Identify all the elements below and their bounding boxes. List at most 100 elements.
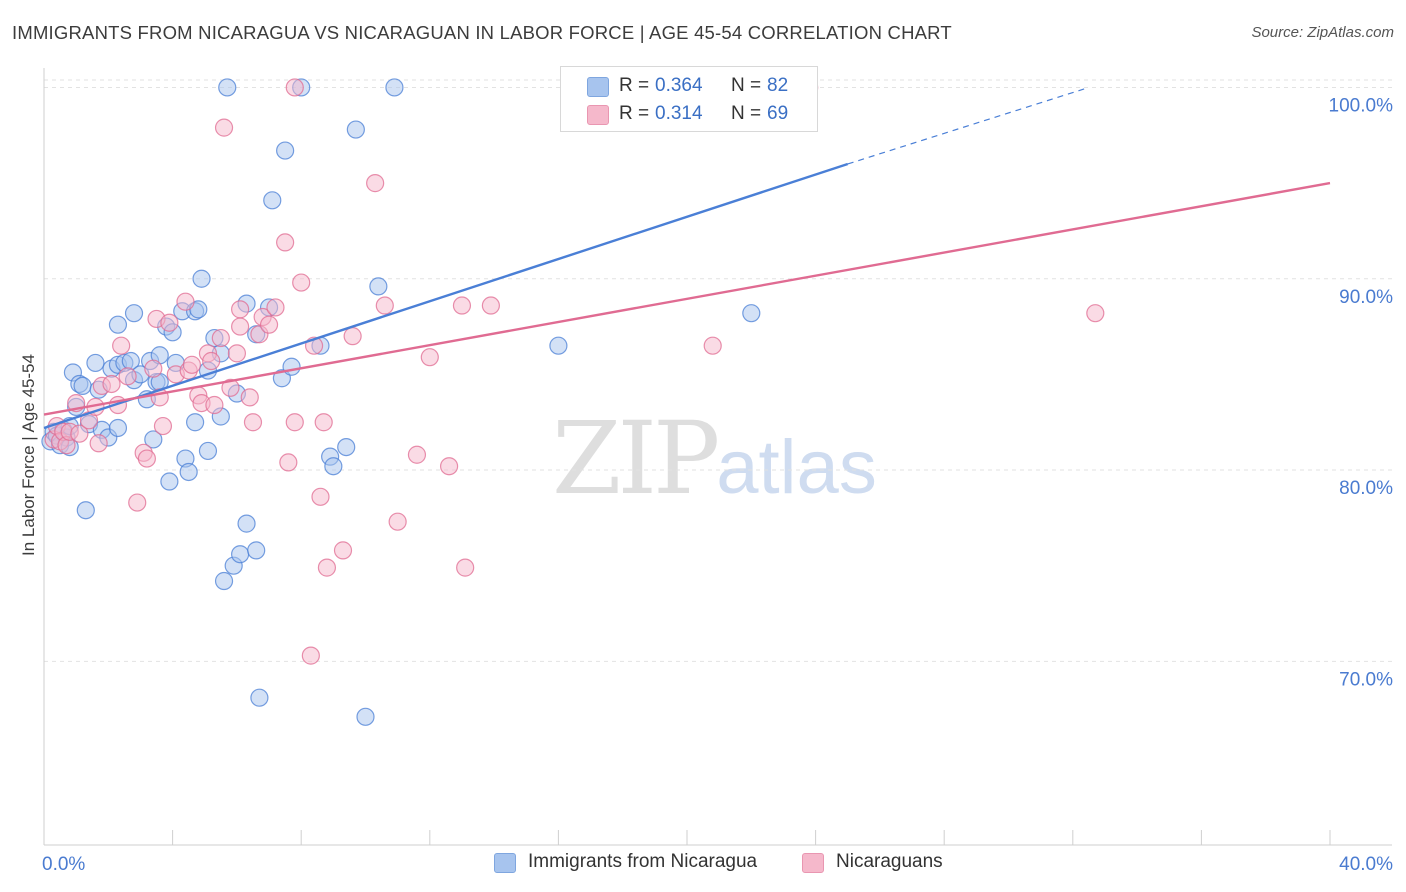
- point-nicaraguans: [160, 313, 179, 332]
- y-axis-label: In Labor Force | Age 45-54: [19, 354, 38, 556]
- point-nicaraguans: [407, 445, 427, 464]
- point-nicaraguans: [211, 328, 230, 348]
- point-immigrants: [214, 571, 234, 591]
- point-nicaraguans: [452, 296, 472, 315]
- y-tick-label: 70.0%: [1339, 669, 1393, 690]
- point-immigrants: [73, 376, 92, 395]
- source-label: Source: ZipAtlas.com: [1251, 24, 1394, 41]
- stats-legend: R = 0.364 N = 82 R = 0.314 N = 69: [560, 66, 818, 132]
- point-nicaraguans: [182, 355, 201, 374]
- point-nicaraguans: [231, 317, 250, 336]
- legend-r-label: R =: [619, 75, 650, 96]
- legend-row-immigrants: R = 0.364 N = 82: [561, 71, 817, 101]
- point-nicaraguans: [333, 541, 353, 560]
- x-tick-label-min: 0.0%: [42, 854, 85, 875]
- point-immigrants: [76, 501, 95, 520]
- bottom-legend-label: Nicaraguans: [836, 851, 943, 872]
- point-nicaraguans: [388, 512, 407, 531]
- watermark: ZIPatlas: [552, 400, 877, 517]
- point-immigrants: [108, 315, 128, 334]
- trend-line-nicaraguans: [43, 181, 1331, 416]
- point-nicaraguans: [243, 413, 263, 432]
- point-nicaraguans: [205, 395, 224, 415]
- bottom-legend-swatch-pink: [802, 853, 824, 873]
- point-immigrants: [282, 357, 301, 376]
- point-nicaraguans: [128, 493, 147, 512]
- trend-line-extension: [847, 86, 1090, 165]
- legend-r-label: R =: [619, 103, 650, 124]
- x-tick-label-max: 40.0%: [1339, 854, 1393, 875]
- point-nicaraguans: [375, 296, 394, 315]
- point-nicaraguans: [240, 388, 259, 407]
- point-nicaraguans: [279, 453, 298, 472]
- point-nicaraguans: [153, 416, 173, 436]
- point-immigrants: [179, 462, 198, 482]
- point-nicaraguans: [314, 413, 333, 432]
- point-immigrants: [385, 78, 404, 97]
- point-immigrants: [198, 441, 218, 461]
- point-nicaraguans: [176, 292, 195, 311]
- grid-lines: [44, 79, 1392, 662]
- point-nicaraguans: [439, 457, 459, 476]
- point-nicaraguans: [1086, 304, 1105, 323]
- point-immigrants: [263, 191, 282, 210]
- legend-r-value: 0.314: [655, 103, 703, 124]
- point-nicaraguans: [317, 558, 337, 577]
- point-nicaraguans: [311, 487, 330, 506]
- point-immigrants: [108, 418, 128, 438]
- chart-title: IMMIGRANTS FROM NICARAGUA VS NICARAGUAN …: [12, 22, 952, 43]
- point-immigrants: [356, 707, 375, 726]
- point-nicaraguans: [221, 378, 240, 397]
- point-nicaraguans: [70, 424, 89, 443]
- point-immigrants: [186, 413, 205, 432]
- point-nicaraguans: [227, 344, 246, 363]
- point-immigrants: [247, 541, 266, 560]
- legend-n-label: N =: [731, 103, 762, 124]
- point-immigrants: [231, 545, 250, 564]
- point-immigrants: [124, 304, 144, 323]
- point-immigrants: [742, 304, 761, 323]
- point-immigrants: [218, 78, 237, 97]
- legend-swatch-pink: [587, 105, 609, 125]
- point-immigrants: [337, 437, 356, 457]
- axes: [43, 68, 1392, 846]
- legend-n-value: 82: [767, 75, 789, 96]
- point-nicaraguans: [231, 300, 250, 319]
- bottom-legend-label: Immigrants from Nicaragua: [528, 851, 758, 872]
- point-immigrants: [237, 514, 256, 533]
- tick-labels: 100.0% 90.0% 80.0% 70.0% 0.0% 40.0% In Labor F…: [19, 95, 1393, 875]
- point-nicaraguans: [285, 78, 304, 97]
- legend-row-nicaraguans: R = 0.314 N = 69: [561, 99, 817, 129]
- point-nicaraguans: [703, 336, 722, 355]
- point-immigrants: [276, 141, 295, 160]
- watermark-atlas: atlas: [716, 425, 877, 510]
- point-nicaraguans: [266, 298, 285, 317]
- legend-swatch-blue: [587, 77, 609, 97]
- point-nicaraguans: [112, 336, 131, 355]
- point-nicaraguans: [144, 359, 163, 378]
- point-immigrants: [324, 457, 343, 476]
- trend-line-immigrants: [43, 162, 849, 430]
- point-immigrants: [346, 120, 365, 139]
- point-nicaraguans: [292, 273, 311, 292]
- point-nicaraguans: [285, 413, 304, 432]
- watermark-zip: ZIP: [552, 400, 720, 517]
- point-immigrants: [160, 472, 179, 491]
- point-nicaraguans: [301, 646, 320, 665]
- y-tick-label: 90.0%: [1339, 287, 1393, 308]
- point-immigrants: [86, 353, 105, 373]
- data-points: [41, 78, 1105, 726]
- point-nicaraguans: [89, 434, 108, 453]
- point-immigrants: [369, 277, 388, 296]
- point-nicaraguans: [456, 558, 475, 577]
- point-nicaraguans: [343, 327, 362, 346]
- point-immigrants: [144, 430, 163, 449]
- point-nicaraguans: [276, 233, 295, 252]
- y-tick-label: 100.0%: [1329, 95, 1394, 116]
- point-nicaraguans: [420, 348, 439, 367]
- trend-lines: [43, 86, 1331, 430]
- point-nicaraguans: [214, 118, 234, 137]
- point-nicaraguans: [366, 174, 385, 193]
- bottom-legend-swatch-blue: [494, 853, 516, 873]
